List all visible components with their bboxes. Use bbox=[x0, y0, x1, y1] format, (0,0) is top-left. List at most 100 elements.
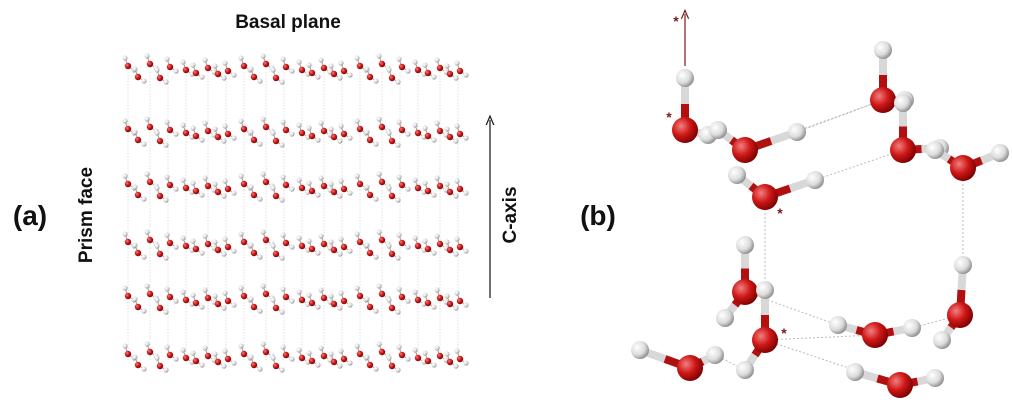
hydrogen-atom bbox=[454, 123, 459, 128]
oxygen-atom bbox=[241, 126, 247, 132]
hydrogen-atom bbox=[315, 137, 320, 142]
hydrogen-atom bbox=[144, 116, 149, 121]
oxygen-atom bbox=[437, 65, 443, 71]
hydrogen-atom bbox=[347, 248, 352, 253]
hydrogen-atom bbox=[280, 174, 285, 179]
oxygen-atom bbox=[457, 68, 463, 74]
oxygen-atom bbox=[193, 300, 199, 306]
hydrogen-atom bbox=[434, 57, 439, 62]
hydrogen-atom bbox=[154, 297, 159, 302]
oxygen-atom bbox=[321, 353, 327, 359]
oxygen-atom bbox=[167, 352, 173, 358]
hydrogen-atom bbox=[289, 298, 294, 303]
hydrogen-atom bbox=[231, 360, 236, 365]
hydrogen-atom bbox=[221, 251, 226, 256]
hydrogen-bond bbox=[815, 150, 903, 180]
oxygen-atom bbox=[379, 179, 385, 185]
hydrogen-atom bbox=[141, 196, 146, 201]
oxygen-atom bbox=[167, 127, 173, 133]
water-molecule bbox=[716, 236, 758, 327]
oxygen-atom bbox=[447, 134, 453, 140]
hydrogen-atom bbox=[386, 130, 391, 135]
oxygen-atom bbox=[425, 358, 431, 364]
oxygen-atom bbox=[950, 155, 976, 181]
hydrogen-atom bbox=[373, 254, 378, 259]
oxygen-atom bbox=[135, 74, 141, 80]
oxygen-atom bbox=[447, 189, 453, 195]
hydrogen-atom bbox=[328, 63, 333, 68]
hydrogen-atom bbox=[337, 305, 342, 310]
oxygen-atom bbox=[890, 137, 916, 163]
hydrogen-atom bbox=[279, 255, 284, 260]
hydrogen-atom bbox=[306, 180, 311, 185]
hydrogen-atom bbox=[260, 341, 265, 346]
hydrogen-atom bbox=[260, 116, 265, 121]
oxygen-atom bbox=[425, 188, 431, 194]
hydrogen-atom bbox=[238, 285, 243, 290]
hydrogen-atom bbox=[173, 244, 178, 249]
oxygen-atom bbox=[389, 193, 395, 199]
hydrogen-atom bbox=[716, 309, 734, 327]
hydrogen-atom bbox=[463, 360, 468, 365]
hydrogen-atom bbox=[122, 343, 127, 348]
hydrogen-atom bbox=[173, 298, 178, 303]
oxygen-atom bbox=[283, 182, 289, 188]
hydrogen-atom bbox=[257, 308, 262, 313]
hydrogen-atom bbox=[412, 122, 417, 127]
oxygen-atom bbox=[341, 356, 347, 362]
hydrogen-atom bbox=[260, 53, 265, 58]
oxygen-atom bbox=[309, 70, 315, 76]
hydrogen-atom bbox=[163, 367, 168, 372]
oxygen-atom bbox=[215, 134, 221, 140]
oxygen-atom bbox=[367, 192, 373, 198]
oxygen-atom bbox=[447, 71, 453, 77]
hydrogen-atom bbox=[328, 126, 333, 131]
hydrogen-atom bbox=[296, 347, 301, 352]
oxygen-atom bbox=[399, 127, 405, 133]
hydrogen-atom bbox=[926, 369, 944, 387]
hydrogen-atom bbox=[222, 178, 227, 183]
hydrogen-atom bbox=[260, 229, 265, 234]
hydrogen-atom bbox=[141, 308, 146, 313]
oxygen-atom bbox=[193, 246, 199, 252]
hydrogen-atom bbox=[163, 142, 168, 147]
oxygen-atom bbox=[331, 71, 337, 77]
hydrogen-atom bbox=[202, 120, 207, 125]
oxygen-atom bbox=[399, 294, 405, 300]
hydrogen-atom bbox=[422, 125, 427, 130]
hydrogen-atom bbox=[221, 363, 226, 368]
hydrogen-atom bbox=[154, 243, 159, 248]
hydrogen-atom bbox=[405, 298, 410, 303]
hydrogen-atom bbox=[289, 186, 294, 191]
oxygen-atom bbox=[309, 133, 315, 139]
oxygen-atom bbox=[251, 192, 257, 198]
hydrogen-atom bbox=[933, 331, 951, 349]
hydrogen-atom bbox=[454, 236, 459, 241]
oxygen-atom bbox=[157, 363, 163, 369]
oxygen-atom bbox=[273, 138, 279, 144]
oxygen-atom bbox=[367, 362, 373, 368]
hydrogen-atom bbox=[396, 344, 401, 349]
hydrogen-atom bbox=[347, 135, 352, 140]
hydrogen-atom bbox=[444, 351, 449, 356]
oxygen-atom bbox=[193, 358, 199, 364]
oxygen-atom bbox=[215, 359, 221, 365]
oxygen-atom bbox=[379, 124, 385, 130]
oxygen-atom bbox=[437, 353, 443, 359]
oxygen-atom bbox=[357, 351, 363, 357]
hydrogen-atom bbox=[354, 118, 359, 123]
hydrogen-atom bbox=[386, 355, 391, 360]
basal-plane-label: Basal plane bbox=[235, 12, 341, 33]
hydrogen-atom bbox=[221, 138, 226, 143]
hydrogen-atom bbox=[338, 348, 343, 353]
oxygen-atom bbox=[732, 137, 758, 163]
hydrogen-atom bbox=[222, 123, 227, 128]
page: {"panel_a": {"label": "(a)", "top_label"… bbox=[0, 0, 1012, 401]
hydrogen-atom bbox=[454, 60, 459, 65]
hydrogen-atom bbox=[270, 130, 275, 135]
oxygen-atom bbox=[193, 133, 199, 139]
hydrogen-atom bbox=[337, 251, 342, 256]
oxygen-atom bbox=[299, 297, 305, 303]
panel-a: Basal plane (a) Prism face C-axis bbox=[13, 12, 521, 373]
oxygen-atom bbox=[135, 250, 141, 256]
